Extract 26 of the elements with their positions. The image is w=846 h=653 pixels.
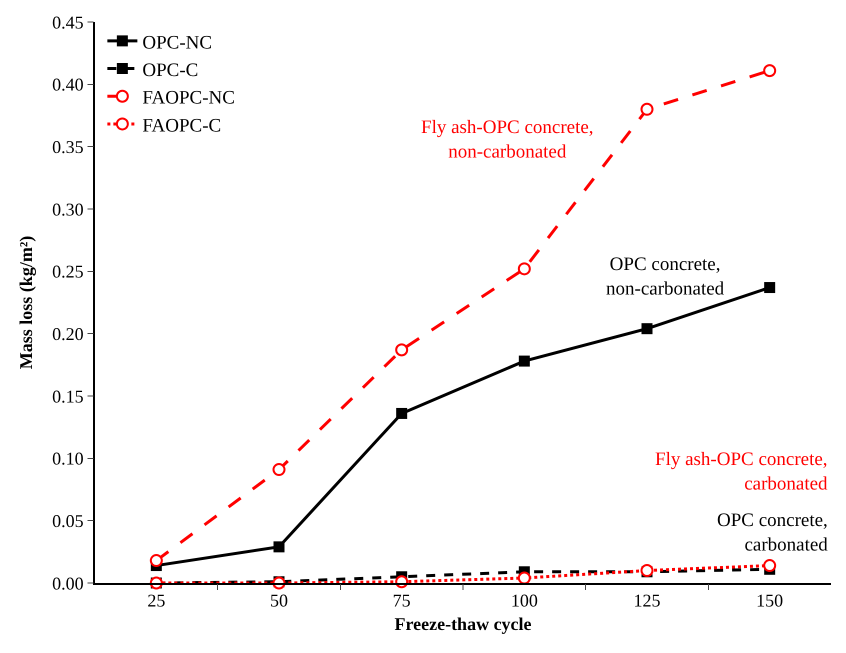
- x-tick-label: 150: [756, 590, 784, 610]
- y-tick-label: 0.40: [52, 74, 84, 95]
- y-tick-label: 0.10: [52, 448, 84, 469]
- y-tick-label: 0.05: [52, 510, 84, 531]
- x-tick-label: 125: [634, 590, 660, 610]
- legend-label: FAOPC-C: [142, 115, 222, 136]
- x-axis-title: Freeze-thaw cycle: [394, 614, 532, 634]
- annotation: OPC concrete, carbonated: [717, 510, 828, 556]
- annotation: Fly ash-OPC concrete, non-carbonated: [421, 117, 594, 163]
- x-tick-label: 100: [510, 590, 538, 610]
- x-tick-label: 25: [147, 590, 166, 610]
- y-axis-title: Mass loss (kg/m²): [16, 236, 36, 370]
- y-tick-label: 0.00: [52, 573, 84, 594]
- x-tick-label: 50: [270, 590, 288, 610]
- legend-label: OPC-C: [142, 60, 198, 81]
- y-tick-label: 0.20: [52, 324, 84, 344]
- annotation: Fly ash-OPC concrete, carbonated: [655, 449, 828, 495]
- legend-label: FAOPC-NC: [142, 88, 235, 109]
- x-tick-label: 75: [392, 590, 411, 610]
- annotation: OPC concrete, non-carbonated: [606, 254, 725, 300]
- y-tick-label: 0.25: [52, 262, 84, 282]
- legend-label: OPC-NC: [142, 32, 212, 54]
- y-tick-label: 0.15: [52, 386, 84, 406]
- y-tick-label: 0.30: [52, 199, 84, 220]
- y-tick-label: 0.45: [52, 12, 84, 32]
- y-tick-label: 0.35: [52, 136, 84, 157]
